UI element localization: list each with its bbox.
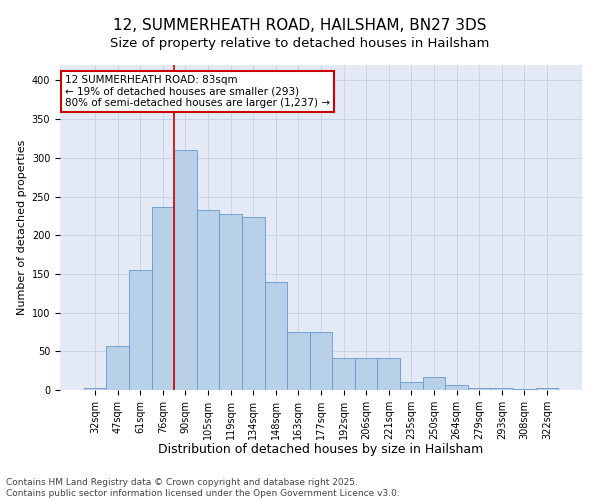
X-axis label: Distribution of detached houses by size in Hailsham: Distribution of detached houses by size … [158,444,484,456]
Bar [490,388,513,390]
Bar [197,210,220,390]
Text: 12, SUMMERHEATH ROAD, HAILSHAM, BN27 3DS: 12, SUMMERHEATH ROAD, HAILSHAM, BN27 3DS [113,18,487,32]
Y-axis label: Number of detached properties: Number of detached properties [17,140,28,315]
Text: Contains HM Land Registry data © Crown copyright and database right 2025.
Contai: Contains HM Land Registry data © Crown c… [6,478,400,498]
Bar [377,358,400,390]
Bar [152,206,174,390]
Bar [129,270,152,390]
Bar [513,389,536,390]
Bar [84,388,106,390]
Bar [287,332,310,390]
Text: 12 SUMMERHEATH ROAD: 83sqm
← 19% of detached houses are smaller (293)
80% of sem: 12 SUMMERHEATH ROAD: 83sqm ← 19% of deta… [65,74,330,108]
Bar [468,388,490,390]
Text: Size of property relative to detached houses in Hailsham: Size of property relative to detached ho… [110,38,490,51]
Bar [310,332,332,390]
Bar [220,214,242,390]
Bar [332,358,355,390]
Bar [445,384,468,390]
Bar [422,377,445,390]
Bar [265,282,287,390]
Bar [536,388,558,390]
Bar [174,150,197,390]
Bar [106,346,129,390]
Bar [400,382,422,390]
Bar [355,358,377,390]
Bar [242,218,265,390]
